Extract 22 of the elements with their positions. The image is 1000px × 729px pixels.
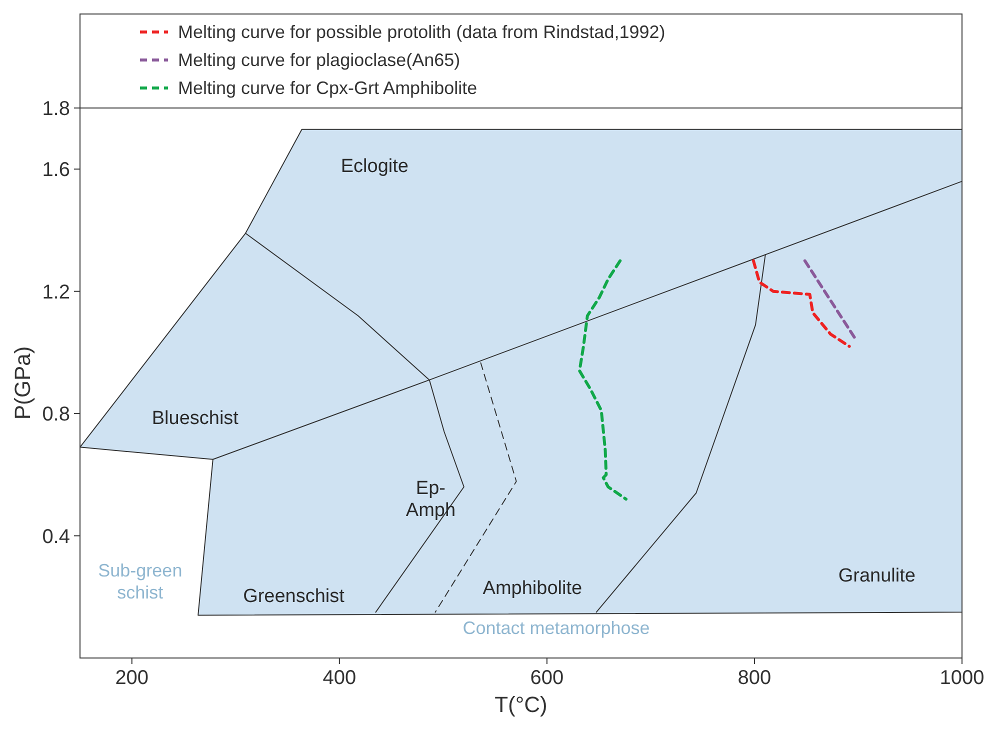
legend-label: Melting curve for Cpx-Grt Amphibolite (178, 78, 478, 98)
x-tick-label: 400 (322, 667, 356, 689)
x-tick-label: 600 (530, 667, 564, 689)
annotation: Granulite (838, 566, 916, 587)
annotation: Amphibolite (482, 578, 582, 599)
annotation: Greenschist (243, 586, 346, 607)
legend-label: Melting curve for plagioclase(An65) (178, 50, 460, 70)
y-axis-title: P(GPa) (10, 346, 35, 420)
annotation: Eclogite (340, 156, 408, 178)
y-tick-label: 1.2 (42, 281, 70, 304)
annotation: Sub-green schist (98, 560, 182, 603)
y-tick-label: 0.8 (42, 404, 70, 426)
x-tick-label: 200 (115, 667, 149, 689)
annotation: Contact metamorphose (462, 618, 650, 638)
legend-label: Melting curve for possible protolith (data from Rindstad,1992) (178, 22, 666, 42)
y-tick-label: 1.6 (42, 159, 70, 182)
x-tick-label: 800 (738, 667, 772, 689)
y-tick-label: 0.4 (42, 526, 70, 548)
y-tick-label: 1.8 (42, 98, 70, 120)
x-axis-title: T(°C) (494, 692, 548, 717)
annotation: Blueschist (152, 408, 240, 429)
x-tick-label: 1000 (940, 667, 984, 689)
